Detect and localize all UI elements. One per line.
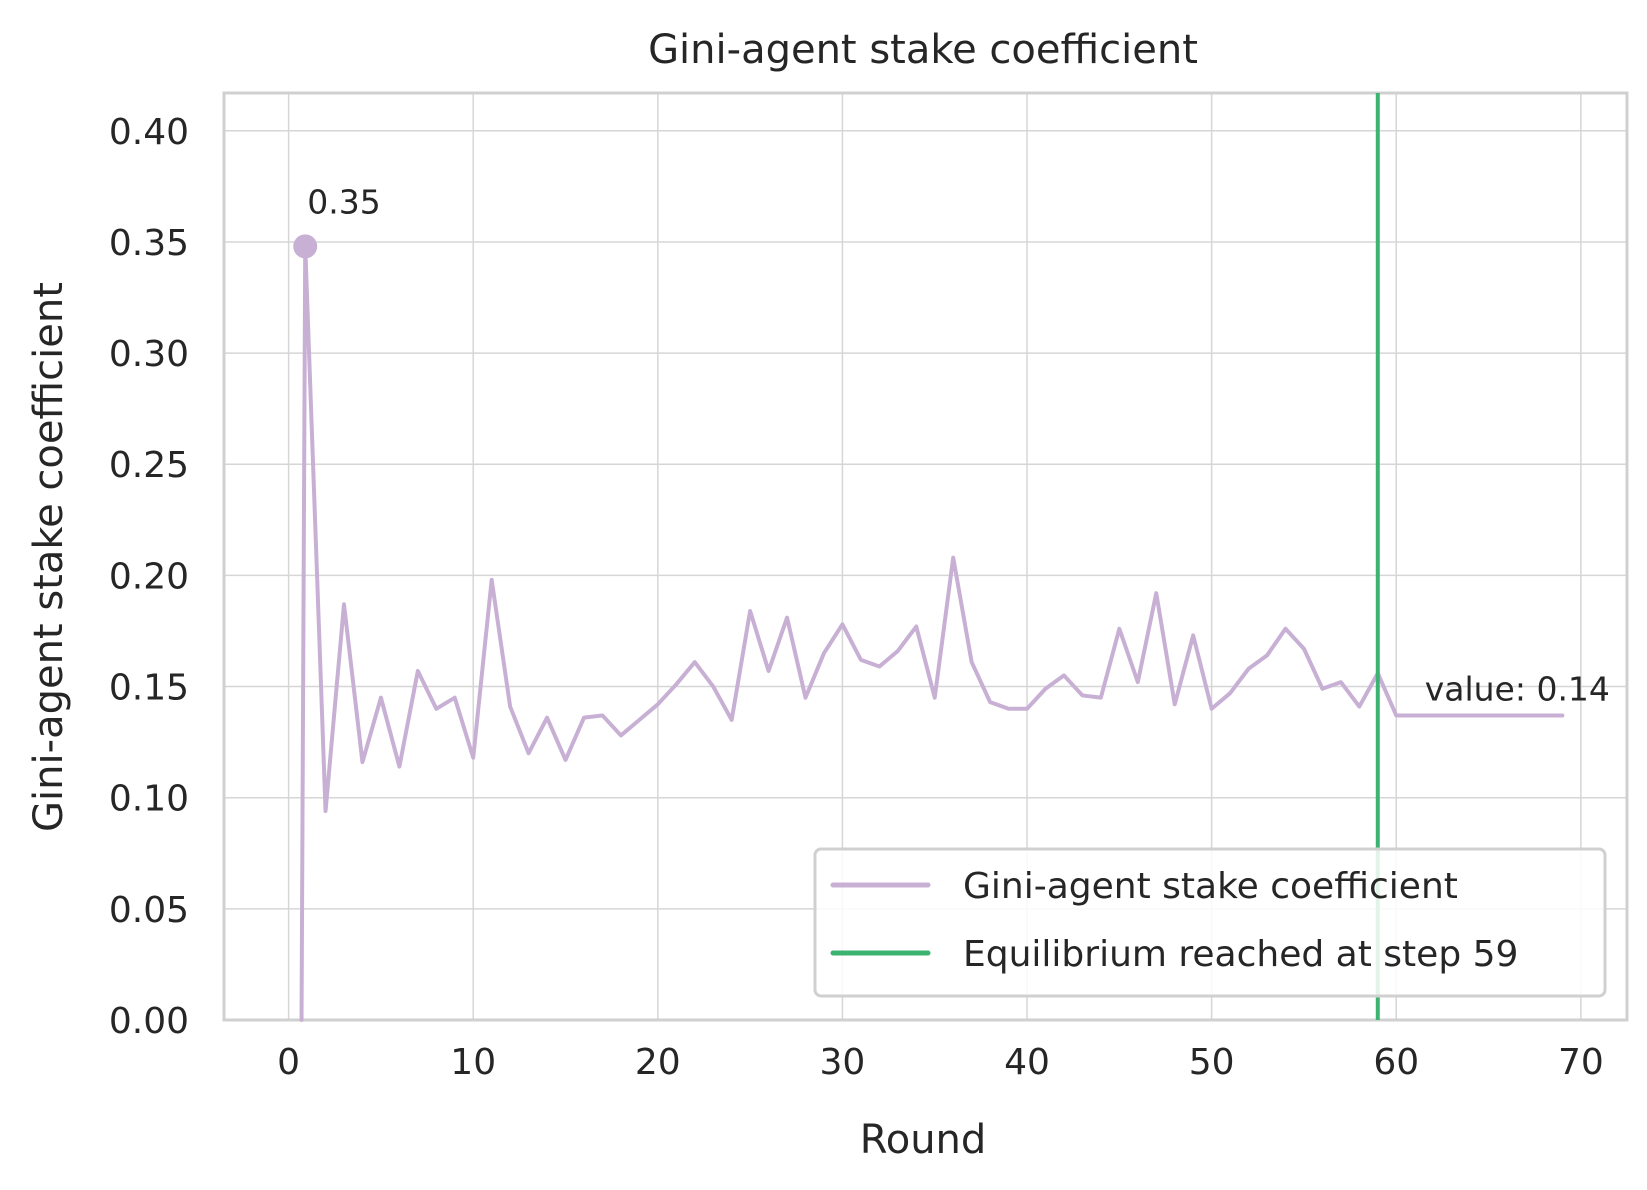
x-tick-label: 70: [1558, 1042, 1604, 1083]
y-tick-label: 0.30: [109, 334, 189, 375]
peak-annotation: 0.35: [307, 182, 380, 221]
y-tick-label: 0.05: [109, 890, 189, 931]
annotation-layer: 0.35 value: 0.14: [293, 182, 1610, 708]
grid-layer: [224, 93, 1627, 1021]
x-tick-label: 30: [820, 1042, 866, 1083]
y-tick-label: 0.00: [109, 1001, 189, 1042]
x-tick-label: 40: [1004, 1042, 1050, 1083]
legend-label-equilibrium: Equilibrium reached at step 59: [963, 934, 1518, 975]
x-tick-label: 50: [1189, 1042, 1235, 1083]
x-tick-label: 20: [635, 1042, 681, 1083]
y-tick-label: 0.35: [109, 223, 189, 264]
legend-box: [813, 847, 1607, 998]
final-value-annotation: value: 0.14: [1425, 669, 1610, 708]
plot-frame: [222, 91, 1629, 1022]
series-line-gini: [299, 244, 1565, 1022]
y-tick-label: 0.10: [109, 779, 189, 820]
tick-layer: 0 10 20 30 40 50 60 70 0.00 0.05 0.10 0.15 0.20 0.25 0…: [109, 112, 1604, 1083]
x-tick-label: 10: [450, 1042, 496, 1083]
peak-marker: [293, 234, 318, 259]
y-tick-label: 0.15: [109, 668, 189, 709]
y-axis-label: Gini-agent stake coefficient: [26, 282, 72, 832]
y-tick-label: 0.25: [109, 445, 189, 486]
y-tick-label: 0.40: [109, 112, 189, 153]
y-tick-label: 0.20: [109, 556, 189, 597]
x-tick-label: 0: [277, 1042, 300, 1083]
chart-title: Gini-agent stake coefficient: [648, 27, 1198, 73]
x-tick-label: 60: [1373, 1042, 1419, 1083]
x-axis-label: Round: [860, 1117, 987, 1163]
legend: Gini-agent stake coefficient Equilibrium…: [813, 847, 1607, 998]
legend-label-gini: Gini-agent stake coefficient: [963, 866, 1458, 907]
